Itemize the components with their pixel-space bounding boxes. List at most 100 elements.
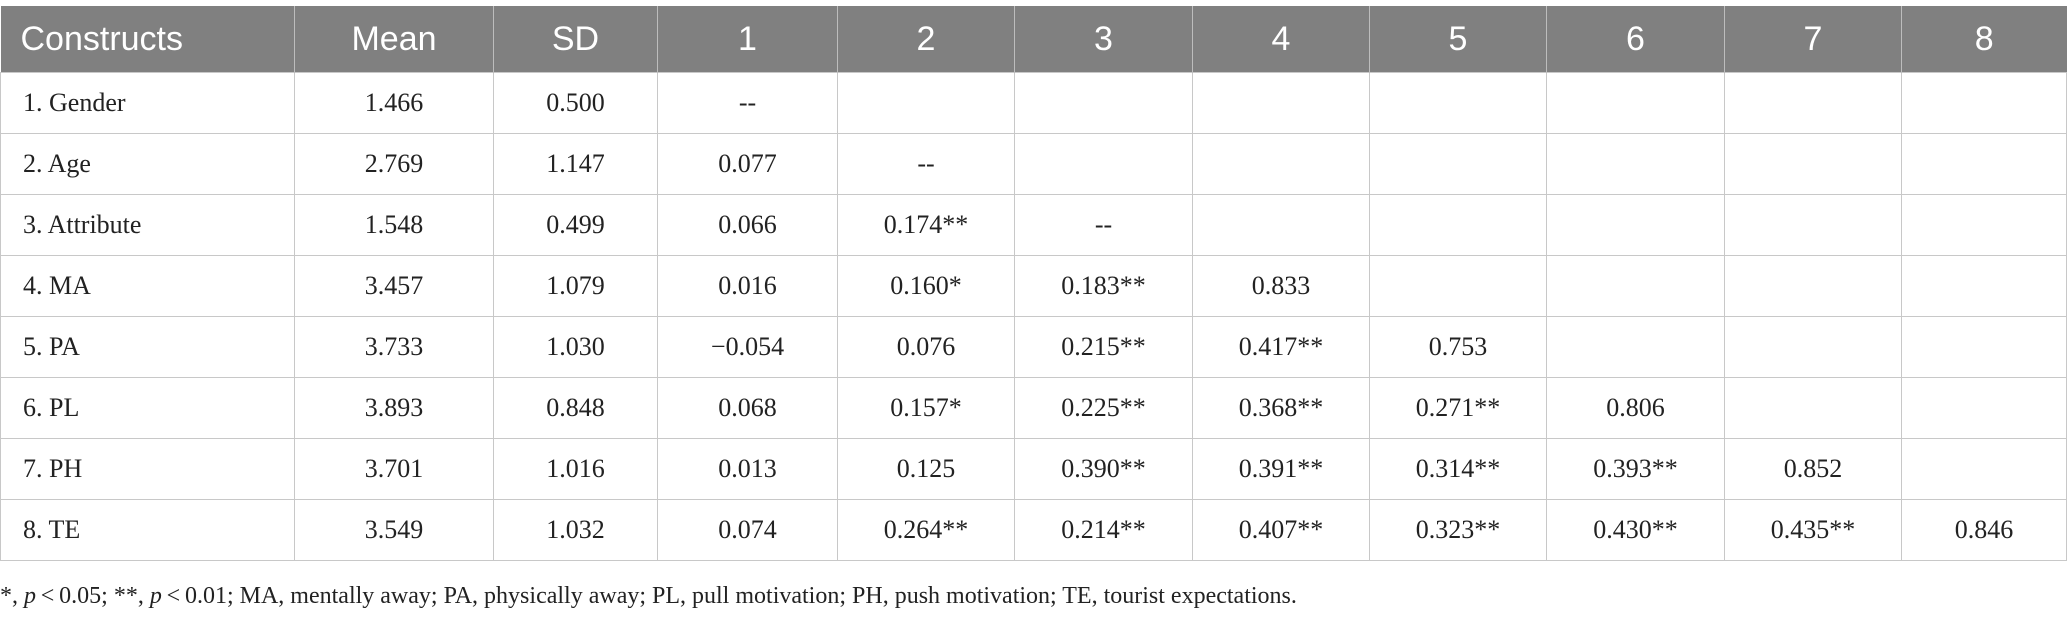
- table-cell: 0.430**: [1546, 499, 1725, 561]
- table-cell: 0.068: [657, 377, 838, 439]
- table-cell: [1724, 133, 1902, 195]
- table-cell: [1901, 316, 2067, 378]
- table-cell: 0.368**: [1192, 377, 1370, 439]
- table-cell: 0.390**: [1014, 438, 1193, 500]
- table-row: 6. PL 3.893 0.848 0.068 0.157* 0.225** 0.368**…: [0, 377, 2067, 439]
- table-cell: [1901, 133, 2067, 195]
- table-cell: [1546, 72, 1725, 134]
- table-cell: 0.806: [1546, 377, 1725, 439]
- table-cell: 1.147: [493, 133, 658, 195]
- table-cell: 0.183**: [1014, 255, 1193, 317]
- row-label-cell: 3. Attribute: [0, 194, 295, 256]
- row-label-cell: 4. MA: [0, 255, 295, 317]
- table-cell: [1014, 72, 1193, 134]
- table-cell: --: [837, 133, 1015, 195]
- table-cell: [1724, 316, 1902, 378]
- table-cell: 0.160*: [837, 255, 1015, 317]
- table-cell: 0.393**: [1546, 438, 1725, 500]
- row-label-cell: 6. PL: [0, 377, 295, 439]
- table-cell: 3.733: [294, 316, 494, 378]
- table-cell: 0.314**: [1369, 438, 1547, 500]
- table-cell: 0.125: [837, 438, 1015, 500]
- table-cell: 0.066: [657, 194, 838, 256]
- table-cell: 3.701: [294, 438, 494, 500]
- table-cell: [1724, 377, 1902, 439]
- table-cell: 0.753: [1369, 316, 1547, 378]
- table-cell: 0.271**: [1369, 377, 1547, 439]
- column-header-mean: Mean: [294, 6, 494, 73]
- table-cell: [1192, 194, 1370, 256]
- column-header-5: 5: [1369, 6, 1547, 73]
- column-header-3: 3: [1014, 6, 1193, 73]
- footnote-part-3: < 0.01; MA, mentally away; PA, physicall…: [161, 583, 1297, 609]
- table-cell: 0.323**: [1369, 499, 1547, 561]
- table-cell: [1014, 133, 1193, 195]
- table-cell: [1369, 194, 1547, 256]
- table-cell: [1901, 72, 2067, 134]
- table-cell: [1192, 72, 1370, 134]
- table-row: 8. TE 3.549 1.032 0.074 0.264** 0.214** 0.407*…: [0, 499, 2067, 561]
- correlation-table: Constructs Mean SD 1 2 3 4 5 6 7 8 1. Ge…: [0, 6, 2067, 561]
- table-cell: [1901, 255, 2067, 317]
- table-body: 1. Gender 1.466 0.500 -- 2. Age 2.769 1.147 0.0…: [0, 72, 2067, 561]
- table-cell: [1546, 194, 1725, 256]
- column-header-2: 2: [837, 6, 1015, 73]
- table-cell: [1901, 377, 2067, 439]
- table-cell: 1.030: [493, 316, 658, 378]
- table-cell: [1192, 133, 1370, 195]
- table-cell: [837, 72, 1015, 134]
- table-cell: [1369, 72, 1547, 134]
- table-cell: 3.893: [294, 377, 494, 439]
- table-row: 2. Age 2.769 1.147 0.077 --: [0, 133, 2067, 195]
- table-cell: 0.499: [493, 194, 658, 256]
- table-cell: 1.079: [493, 255, 658, 317]
- footnote-p-symbol-1: p: [24, 583, 36, 609]
- table-cell: 1.548: [294, 194, 494, 256]
- table-cell: 3.457: [294, 255, 494, 317]
- table-cell: 0.215**: [1014, 316, 1193, 378]
- header-row: Constructs Mean SD 1 2 3 4 5 6 7 8: [0, 6, 2067, 73]
- column-header-4: 4: [1192, 6, 1370, 73]
- table-cell: 0.013: [657, 438, 838, 500]
- table-cell: 0.407**: [1192, 499, 1370, 561]
- table-cell: [1901, 194, 2067, 256]
- table-cell: [1369, 133, 1547, 195]
- row-label-cell: 7. PH: [0, 438, 295, 500]
- table-cell: 1.016: [493, 438, 658, 500]
- table-cell: 0.852: [1724, 438, 1902, 500]
- table-cell: --: [1014, 194, 1193, 256]
- row-label-cell: 8. TE: [0, 499, 295, 561]
- column-header-constructs: Constructs: [0, 6, 295, 73]
- table-cell: 0.500: [493, 72, 658, 134]
- table-cell: 0.074: [657, 499, 838, 561]
- table-footnote: *, p < 0.05; **, p < 0.01; MA, mentally …: [0, 583, 1297, 610]
- table-cell: [1546, 316, 1725, 378]
- table-row: 7. PH 3.701 1.016 0.013 0.125 0.390** 0.391** 0…: [0, 438, 2067, 500]
- table-row: 5. PA 3.733 1.030 −0.054 0.076 0.215** 0.417**…: [0, 316, 2067, 378]
- table-cell: 0.264**: [837, 499, 1015, 561]
- table-cell: −0.054: [657, 316, 838, 378]
- footnote-part-1: *,: [0, 583, 24, 609]
- row-label-cell: 2. Age: [0, 133, 295, 195]
- column-header-1: 1: [657, 6, 838, 73]
- column-header-8: 8: [1901, 6, 2067, 73]
- table-cell: [1724, 72, 1902, 134]
- table-cell: 0.077: [657, 133, 838, 195]
- table-cell: 0.391**: [1192, 438, 1370, 500]
- row-label-cell: 5. PA: [0, 316, 295, 378]
- table-row: 3. Attribute 1.548 0.499 0.066 0.174** --: [0, 194, 2067, 256]
- table-cell: 0.157*: [837, 377, 1015, 439]
- table-cell: 0.076: [837, 316, 1015, 378]
- table-row: 4. MA 3.457 1.079 0.016 0.160* 0.183** 0.833: [0, 255, 2067, 317]
- table-row: 1. Gender 1.466 0.500 --: [0, 72, 2067, 134]
- column-header-7: 7: [1724, 6, 1902, 73]
- table-cell: 0.417**: [1192, 316, 1370, 378]
- table-cell: 0.435**: [1724, 499, 1902, 561]
- table-cell: 0.016: [657, 255, 838, 317]
- table-cell: 1.466: [294, 72, 494, 134]
- row-label-cell: 1. Gender: [0, 72, 295, 134]
- table-cell: [1369, 255, 1547, 317]
- table-cell: 0.833: [1192, 255, 1370, 317]
- table-cell: [1724, 255, 1902, 317]
- table-cell: [1901, 438, 2067, 500]
